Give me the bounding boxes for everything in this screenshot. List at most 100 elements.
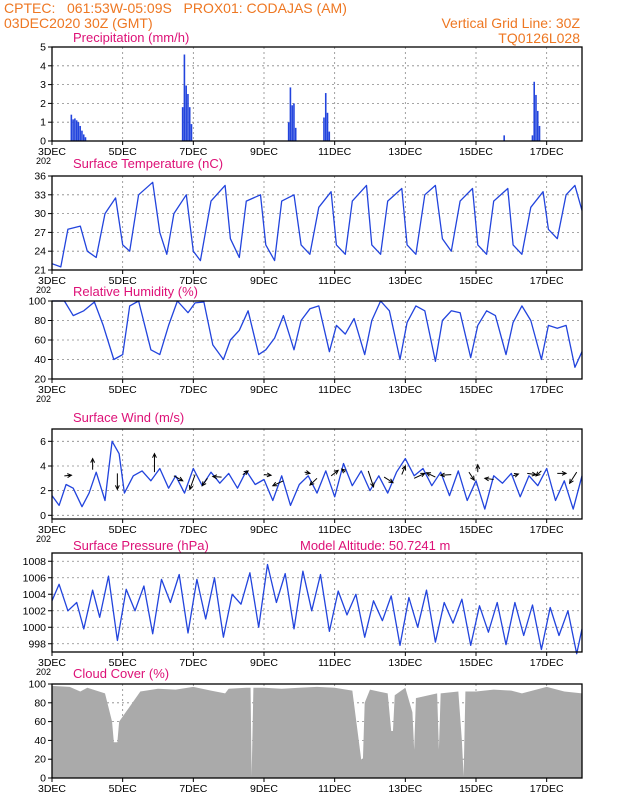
x-tick-label: 13DEC: [388, 783, 422, 795]
precip-bar: [323, 117, 325, 141]
x-tick-label: 13DEC: [388, 146, 422, 158]
precip-bar: [503, 135, 505, 141]
x-tick-label: 9DEC: [250, 524, 278, 536]
wind-arrow-head: [475, 463, 481, 470]
series-line: [51, 181, 583, 268]
wind-arrow-shaft: [64, 474, 72, 477]
header-model-code: TQ0126L028: [498, 30, 580, 46]
precip-bar: [75, 120, 78, 141]
wind-arrow-shaft: [272, 480, 284, 487]
x-tick-label: 5DEC: [109, 783, 137, 795]
precip-bar: [185, 85, 187, 141]
y-tick-label: 40: [34, 735, 46, 747]
y-tick-label: 33: [34, 189, 46, 201]
year-label-fragment: 202: [36, 534, 51, 544]
x-tick-label: 9DEC: [250, 783, 278, 795]
series-line: [51, 563, 583, 655]
y-tick-label: 2: [40, 485, 46, 497]
x-tick-label: 17DEC: [530, 524, 564, 536]
wind-arrow-head: [561, 470, 568, 476]
y-tick-label: 4: [40, 460, 46, 472]
panel-title: Surface Temperature (nC): [73, 156, 223, 171]
wind-arrow-shaft: [212, 475, 222, 478]
wind-arrow-head: [211, 474, 218, 480]
y-tick-label: 20: [34, 374, 46, 386]
wind-arrow-head: [513, 472, 520, 478]
panel-title: Precipitation (mm/h): [73, 30, 189, 45]
x-tick-label: 13DEC: [388, 524, 422, 536]
wind-arrow-head: [439, 472, 446, 478]
wind-arrow-shaft: [426, 472, 436, 478]
x-tick-label: 5DEC: [109, 657, 137, 669]
precip-bar: [289, 87, 292, 141]
y-tick-label: 2: [40, 98, 46, 110]
y-tick-label: 0: [40, 510, 46, 522]
wind-arrow-shaft: [330, 469, 339, 477]
x-tick-label: 15DEC: [459, 783, 493, 795]
wind-arrow-head: [114, 485, 120, 491]
wind-arrow-shaft: [201, 478, 208, 487]
precip-bar: [72, 119, 74, 141]
y-tick-label: 1: [40, 117, 46, 129]
y-tick-label: 6: [40, 436, 46, 448]
x-tick-label: 7DEC: [179, 146, 207, 158]
wind-arrow-head: [201, 481, 207, 487]
y-tick-label: 1004: [23, 589, 47, 601]
header-grid-line: Vertical Grid Line: 30Z: [441, 15, 580, 31]
wind-arrow-head: [425, 472, 432, 477]
y-tick-label: 1008: [23, 556, 47, 568]
year-label-fragment: 202: [36, 394, 51, 404]
wind-arrow-shaft: [383, 476, 394, 484]
x-tick-label: 9DEC: [250, 657, 278, 669]
precip-bar: [188, 107, 191, 141]
y-tick-label: 5: [40, 42, 46, 54]
wind-arrow-head: [67, 473, 73, 478]
x-tick-label: 5DEC: [109, 146, 137, 158]
wind-arrow-head: [188, 484, 194, 491]
wind-arrow-shaft: [468, 471, 475, 481]
precip-bar: [533, 81, 536, 141]
x-tick-label: 17DEC: [530, 275, 564, 287]
precip-bar: [328, 131, 331, 141]
panel-subtitle: Model Altitude: 50.7241 m: [300, 538, 450, 553]
year-label-fragment: 202: [36, 285, 51, 295]
y-tick-label: 21: [34, 265, 46, 277]
panel-frame: [51, 175, 583, 271]
x-tick-label: 9DEC: [250, 384, 278, 396]
wind-arrow-head: [470, 475, 475, 482]
x-tick-label: 11DEC: [318, 524, 351, 536]
wind-arrow-head: [152, 452, 157, 458]
y-tick-label: 4: [40, 60, 46, 72]
panel-frame: [51, 46, 583, 142]
header-run-date: 03DEC2020 30Z (GMT): [4, 15, 153, 31]
x-tick-label: 7DEC: [179, 657, 207, 669]
precip-bar: [287, 122, 290, 141]
wind-arrow-head: [370, 482, 375, 489]
y-tick-label: 1002: [23, 605, 47, 617]
precip-bar: [81, 130, 83, 141]
x-tick-label: 15DEC: [459, 146, 493, 158]
wind-arrow-shaft: [263, 474, 272, 476]
precip-bar: [84, 137, 87, 141]
series-line: [51, 440, 583, 510]
wind-arrow-head: [483, 476, 490, 482]
y-tick-label: 60: [34, 335, 46, 347]
wind-arrow-shaft: [527, 472, 537, 476]
precip-bar: [324, 93, 327, 141]
y-tick-label: 30: [34, 208, 46, 220]
wind-arrow-head: [333, 469, 340, 475]
precip-bar: [79, 125, 81, 141]
wind-arrow-shaft: [401, 465, 406, 475]
wind-arrow-shaft: [535, 470, 542, 477]
x-tick-label: 13DEC: [388, 657, 422, 669]
x-tick-label: 13DEC: [388, 275, 422, 287]
wind-arrow-shaft: [440, 474, 452, 476]
y-tick-label: 100: [28, 296, 46, 308]
wind-arrow-head: [309, 480, 315, 486]
x-tick-label: 3DEC: [38, 524, 66, 536]
wind-arrow-head: [243, 470, 250, 476]
x-tick-label: 3DEC: [38, 783, 66, 795]
x-tick-label: 17DEC: [530, 384, 564, 396]
